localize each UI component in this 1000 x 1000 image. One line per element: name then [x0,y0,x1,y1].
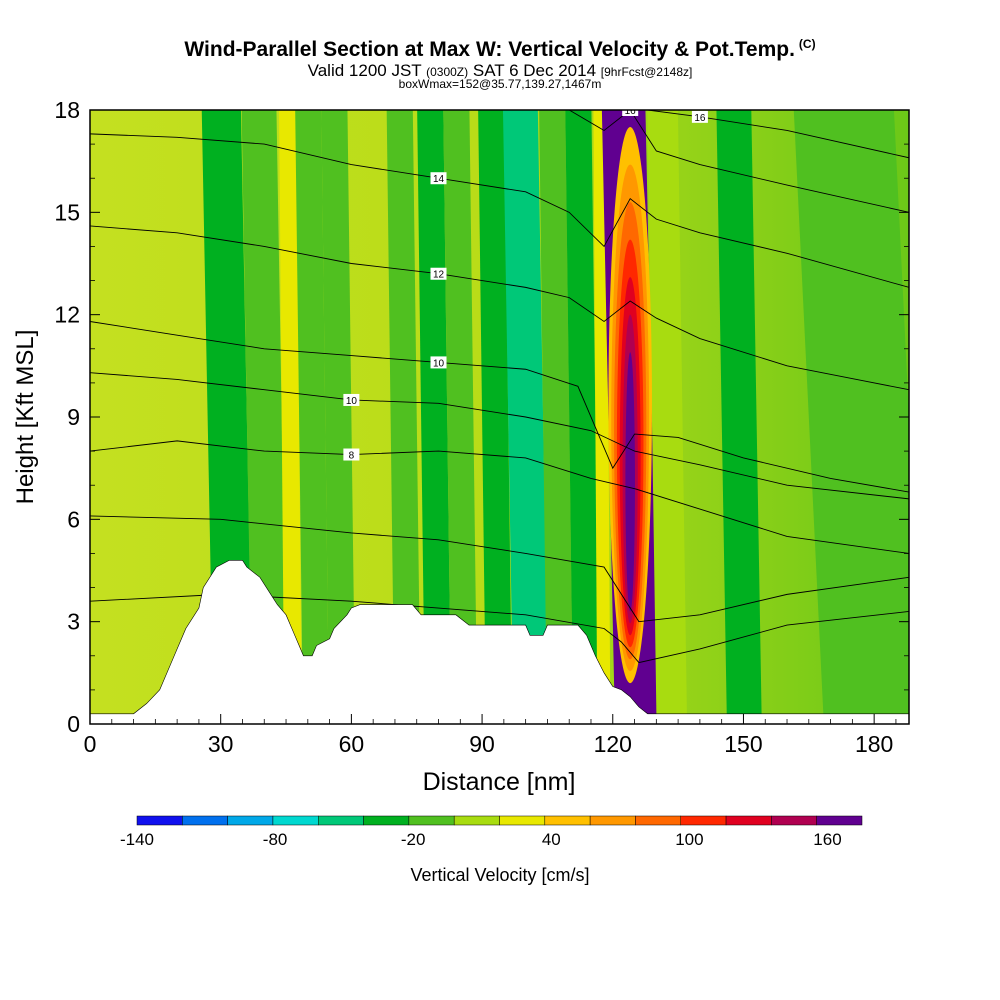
colorbar-segment [816,815,863,826]
colorbar-segment [771,815,817,826]
velocity-band [386,110,421,724]
colorbar-segment [635,815,681,826]
colorbar-tick-label: 160 [813,830,841,849]
x-tick-label: 0 [84,731,97,757]
velocity-band [417,110,452,724]
y-tick-label: 9 [67,404,80,430]
y-tick-label: 3 [67,609,80,635]
y-tick-label: 15 [54,199,80,225]
velocity-band [321,110,356,724]
x-axis-title: Distance [nm] [423,768,576,796]
velocity-band [716,110,762,724]
x-tick-label: 60 [339,731,365,757]
potential-temperature-contours: 8 10 10 12 14 16 16 [90,106,909,664]
colorbar-segment [363,815,410,826]
colorbar: -140 -80 -20 40 100 160 [120,815,863,849]
y-tick-label: 6 [67,506,80,532]
colorbar-title: Vertical Velocity [cm/s] [410,865,589,885]
contour-label: 16 [694,113,706,124]
valid-time-utc: (0300Z) [426,65,469,79]
theta-contour [90,321,909,493]
contour-label-bg [343,448,360,461]
colorbar-segment [182,815,228,826]
axes: 0 30 60 90 120 150 180 0 3 6 9 12 15 18 [54,97,909,757]
colorbar-segment [589,815,636,826]
velocity-band [539,110,574,724]
chart-subtitle: Valid 1200 JST (0300Z) SAT 6 Dec 2014 [9… [0,61,1000,81]
velocity-band [241,110,287,724]
contour-label-bg [622,110,639,116]
contour-label-bg [343,393,360,406]
contour-label: 8 [349,451,355,462]
colorbar-segment [453,815,500,826]
theta-contour [90,372,909,500]
colorbar-segment [725,815,772,826]
colorbar-tick-label: -20 [401,830,426,849]
contour-label: 10 [346,396,358,407]
theta-contour [90,133,909,288]
theta-contour [90,225,909,391]
chart-title-text: Wind-Parallel Section at Max W: Vertical… [184,38,795,61]
x-tick-label: 30 [208,731,234,757]
colorbar-segment [499,815,546,826]
updraft-core-175 [625,352,635,612]
theta-contour [90,593,909,664]
velocity-band [478,110,513,724]
x-tick-label: 150 [724,731,762,757]
forecast-info: [9hrFcst@2148z] [600,65,693,79]
colorbar-tick-label: 100 [675,830,703,849]
box-wmax-info: boxWmax=152@35.77,139.27,1467m [398,77,602,91]
colorbar-tick-label: -140 [120,830,154,849]
valid-time-prefix: Valid 1200 JST [307,61,422,80]
colorbar-segment [680,815,727,826]
theta-contour [647,110,909,159]
y-tick-label: 12 [54,302,80,328]
colorbar-segment [136,815,183,826]
colorbar-tick-label: 40 [542,830,561,849]
contour-label: 16 [625,106,637,117]
y-axis-title: Height [Kft MSL] [12,330,39,505]
contour-label-bg [430,356,447,369]
x-tick-label: 180 [855,731,893,757]
velocity-band [443,110,478,724]
contour-label: 14 [433,174,445,185]
theta-contour [568,110,909,213]
terrain-profile [89,559,910,725]
theta-contour [90,515,909,623]
colorbar-tick-label: -80 [263,830,288,849]
velocity-band [279,110,302,724]
contour-label: 12 [433,270,445,281]
y-tick-label: 18 [54,97,80,123]
x-tick-label: 120 [594,731,632,757]
contour-label: 10 [433,358,445,369]
valid-date: SAT 6 Dec 2014 [472,61,597,80]
velocity-band [647,110,688,724]
colorbar-segment [408,815,455,826]
colorbar-segment [544,815,591,826]
colorbar-segment [318,815,364,826]
contour-label-bg [691,110,708,123]
theta-contour [90,440,909,554]
contour-label-bg [430,267,447,280]
x-tick-label: 90 [469,731,495,757]
velocity-band [295,110,330,724]
copyright-mark: (C) [798,37,816,51]
colorbar-segment [272,815,319,826]
chart-title: Wind-Parallel Section at Max W: Vertical… [0,37,1000,62]
contour-label-bg [430,172,447,185]
y-tick-label: 0 [67,711,80,737]
velocity-band [565,110,600,724]
colorbar-segment [227,815,274,826]
